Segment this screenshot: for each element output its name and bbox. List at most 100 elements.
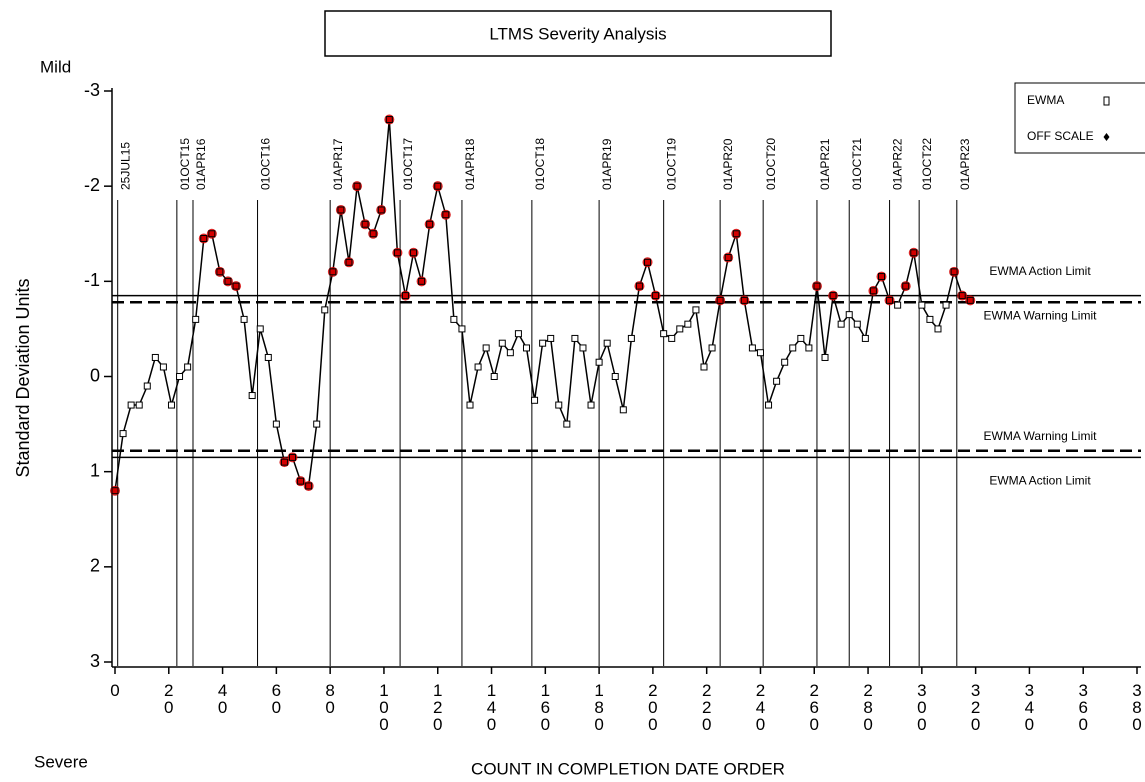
ewma-point	[297, 477, 305, 485]
ewma-point	[708, 344, 716, 352]
ewma-point	[450, 315, 458, 323]
ewma-point	[393, 249, 401, 257]
ewma-point	[684, 320, 692, 328]
ewma-point	[700, 363, 708, 371]
ewma-point	[506, 349, 514, 357]
legend-label: OFF SCALE	[1027, 129, 1094, 143]
ewma-point	[514, 330, 522, 338]
title-box	[324, 10, 832, 57]
date-label: 01APR21	[818, 138, 832, 190]
x-axis-label: COUNT IN COMPLETION DATE ORDER	[471, 759, 785, 778]
date-label: 01OCT19	[665, 138, 679, 190]
ewma-point	[652, 292, 660, 300]
top-label: Mild	[40, 57, 71, 76]
ewma-point	[676, 325, 684, 333]
x-tick-label: 360	[1078, 681, 1088, 734]
date-label: 01APR17	[331, 138, 345, 190]
ewma-point	[910, 249, 918, 257]
date-label: 25JUL15	[119, 142, 133, 190]
ewma-point	[773, 377, 781, 385]
y-tick-label: -2	[84, 175, 100, 195]
x-tick-label: 20	[164, 681, 174, 717]
ewma-point	[442, 211, 450, 219]
date-label: 01OCT16	[259, 138, 273, 190]
x-tick-label: 140	[486, 681, 497, 734]
limit-label: EWMA Warning Limit	[984, 429, 1098, 443]
x-tick-label: 60	[271, 681, 282, 717]
ewma-point	[272, 420, 280, 428]
ewma-point	[603, 339, 611, 347]
ewma-point	[829, 292, 837, 300]
ewma-point	[555, 401, 563, 409]
ewma-point	[176, 373, 184, 380]
ewma-point	[385, 116, 393, 124]
ewma-point	[902, 282, 910, 290]
ewma-point	[458, 325, 466, 333]
date-label: 01OCT20	[764, 138, 778, 190]
ewma-point	[813, 282, 821, 290]
bottom-label: Severe	[34, 752, 88, 771]
ewma-point	[926, 315, 934, 323]
ewma-point	[531, 396, 539, 404]
date-label: 01OCT15	[178, 138, 192, 190]
limit-label: EWMA Action Limit	[989, 264, 1091, 278]
ewma-point	[539, 339, 547, 347]
ewma-point	[135, 401, 143, 409]
date-label: 01APR23	[958, 138, 972, 190]
ewma-point	[248, 392, 256, 400]
x-tick-label: 160	[540, 681, 551, 734]
ewma-point	[377, 206, 385, 214]
x-tick-label: 380	[1132, 681, 1142, 734]
x-tick-label: 0	[110, 681, 120, 700]
ewma-point	[426, 220, 434, 228]
ewma-point	[353, 182, 361, 190]
ewma-point	[853, 320, 861, 328]
ewma-point	[498, 339, 506, 347]
x-tick-label: 80	[325, 681, 335, 717]
date-label: 01APR22	[891, 138, 905, 190]
ewma-point	[789, 344, 797, 352]
ewma-point	[756, 349, 764, 357]
date-label: 01APR20	[721, 138, 735, 190]
x-tick-label: 320	[970, 681, 981, 734]
ewma-point	[821, 353, 829, 361]
x-tick-label: 200	[648, 681, 658, 734]
ewma-point	[950, 268, 958, 276]
date-label: 01APR18	[463, 138, 477, 190]
ewma-point	[869, 287, 877, 295]
ewma-point	[401, 292, 409, 300]
ewma-point	[692, 306, 700, 314]
ewma-point	[240, 315, 248, 323]
ewma-point	[611, 373, 619, 380]
ewma-point	[289, 453, 297, 461]
ewma-point	[958, 292, 966, 300]
limit-label: EWMA Warning Limit	[984, 308, 1098, 322]
date-label: 01OCT22	[920, 138, 934, 190]
ewma-point	[192, 315, 200, 323]
ewma-point	[571, 334, 579, 342]
x-tick-label: 300	[917, 681, 927, 734]
ewma-point	[748, 344, 756, 352]
ewma-point	[410, 249, 418, 257]
ewma-point	[321, 306, 329, 314]
ewma-point	[837, 320, 845, 328]
date-label: 01APR19	[600, 138, 614, 190]
ewma-point	[466, 401, 474, 409]
ewma-point	[644, 258, 652, 266]
ewma-point	[934, 325, 942, 333]
x-tick-label: 40	[217, 681, 228, 717]
ewma-point	[159, 363, 167, 371]
x-tick-label: 240	[755, 681, 766, 734]
legend	[1014, 82, 1145, 154]
y-tick-label: 0	[90, 365, 100, 385]
ewma-point	[216, 268, 224, 276]
ewma-point	[127, 401, 135, 409]
ewma-point	[369, 230, 377, 238]
ewma-point	[595, 358, 603, 366]
ewma-point	[111, 487, 119, 495]
y-tick-label: -1	[84, 270, 100, 290]
ewma-point	[942, 301, 950, 309]
ewma-point	[878, 273, 885, 281]
ewma-point	[256, 325, 264, 333]
